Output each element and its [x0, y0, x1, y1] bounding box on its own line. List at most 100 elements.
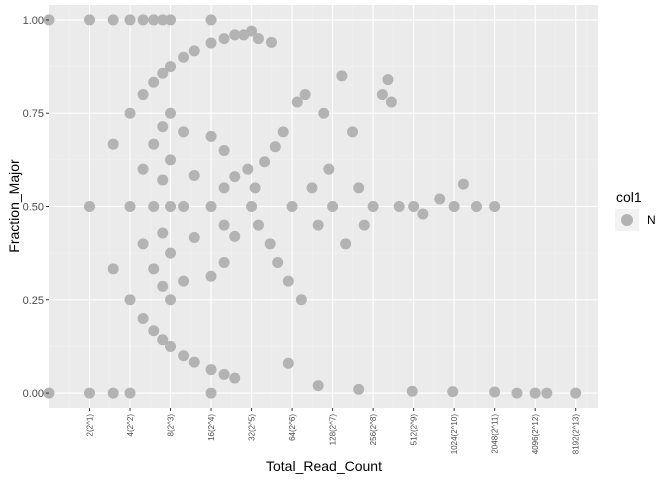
- data-point: [124, 14, 136, 26]
- data-point: [457, 178, 469, 190]
- data-point: [178, 201, 190, 212]
- x-tick-label: 8(2^3): [167, 414, 176, 437]
- data-point: [286, 201, 298, 212]
- data-point: [148, 325, 160, 337]
- data-point: [165, 154, 177, 166]
- data-point: [385, 96, 397, 108]
- data-point: [218, 145, 230, 157]
- data-point: [205, 14, 217, 26]
- x-tick-label: 4(2^2): [126, 414, 135, 437]
- data-point: [229, 171, 241, 183]
- data-point: [157, 334, 169, 346]
- data-point: [178, 126, 190, 138]
- y-tick-label: 0.25: [23, 295, 44, 307]
- data-point: [205, 387, 217, 399]
- data-point: [218, 256, 230, 268]
- data-point: [529, 387, 541, 399]
- data-point: [353, 182, 365, 194]
- legend-label: N: [647, 213, 656, 227]
- data-points: [43, 14, 582, 399]
- legend-title: col1: [616, 189, 642, 205]
- data-point: [84, 14, 96, 26]
- data-point: [137, 312, 149, 324]
- data-point: [382, 74, 394, 86]
- data-point: [188, 45, 200, 57]
- data-point: [165, 340, 177, 352]
- y-tick-label: 0.50: [23, 202, 44, 214]
- data-point: [447, 386, 459, 398]
- data-point: [353, 383, 365, 395]
- data-point: [242, 163, 254, 175]
- data-point: [165, 61, 177, 73]
- data-point: [340, 238, 352, 250]
- data-point: [205, 270, 217, 282]
- data-point: [246, 201, 258, 212]
- data-point: [489, 201, 501, 212]
- data-point: [137, 163, 149, 175]
- data-point: [541, 387, 553, 399]
- x-tick-label: 8192(2^13): [572, 414, 581, 455]
- data-point: [205, 201, 217, 212]
- data-point: [188, 231, 200, 243]
- data-point: [218, 182, 230, 194]
- x-axis-title: Total_Read_Count: [266, 458, 382, 474]
- x-tick-label: 2(2^1): [86, 414, 95, 437]
- data-point: [178, 275, 190, 287]
- data-point: [323, 163, 335, 175]
- data-point: [489, 386, 501, 398]
- data-point: [218, 33, 230, 45]
- data-point: [124, 294, 136, 306]
- x-axis-ticks: 2(2^1) 4(2^2) 8(2^3) 16(2^4) 32(2^5) 64(2^6) 1…: [86, 408, 581, 454]
- data-point: [448, 201, 460, 212]
- data-point: [265, 36, 277, 48]
- data-point: [229, 230, 241, 242]
- data-point: [148, 76, 160, 88]
- data-point: [107, 387, 119, 399]
- data-point: [570, 387, 582, 399]
- data-point: [406, 385, 418, 397]
- data-point: [188, 356, 200, 368]
- data-point: [137, 89, 149, 101]
- data-point: [367, 201, 379, 212]
- x-tick-label: 64(2^6): [288, 414, 297, 441]
- data-point: [165, 107, 177, 119]
- data-point: [165, 201, 177, 212]
- data-point: [408, 201, 420, 212]
- data-point: [277, 126, 289, 138]
- data-point: [229, 29, 241, 41]
- data-point: [157, 280, 169, 292]
- data-point: [272, 256, 284, 268]
- data-point: [358, 219, 370, 231]
- data-point: [148, 263, 160, 275]
- data-point: [84, 387, 96, 399]
- data-point: [259, 156, 271, 168]
- data-point: [291, 96, 303, 108]
- data-point: [312, 219, 324, 231]
- legend: col1 N: [615, 189, 656, 231]
- data-point: [347, 126, 359, 138]
- data-point: [282, 275, 294, 287]
- x-tick-label: 32(2^5): [248, 414, 257, 441]
- data-point: [434, 193, 446, 205]
- data-point: [148, 138, 160, 150]
- data-point: [252, 219, 264, 231]
- x-tick-label: 256(2^8): [369, 414, 378, 446]
- data-point: [107, 14, 119, 26]
- data-point: [327, 201, 339, 212]
- data-point: [229, 372, 241, 384]
- y-tick-label: 1.00: [23, 15, 44, 27]
- data-point: [264, 238, 276, 250]
- data-point: [157, 14, 169, 26]
- data-point: [246, 25, 258, 37]
- x-tick-label: 1024(2^10): [450, 414, 459, 455]
- y-axis-ticks: 0.00 0.25 0.50 0.75 1.00: [23, 15, 49, 400]
- data-point: [148, 201, 160, 212]
- data-point: [393, 201, 405, 212]
- data-point: [178, 51, 190, 63]
- data-point: [137, 238, 149, 250]
- x-tick-label: 2048(2^11): [491, 414, 500, 454]
- data-point: [312, 380, 324, 392]
- data-point: [148, 14, 160, 26]
- data-point: [157, 67, 169, 79]
